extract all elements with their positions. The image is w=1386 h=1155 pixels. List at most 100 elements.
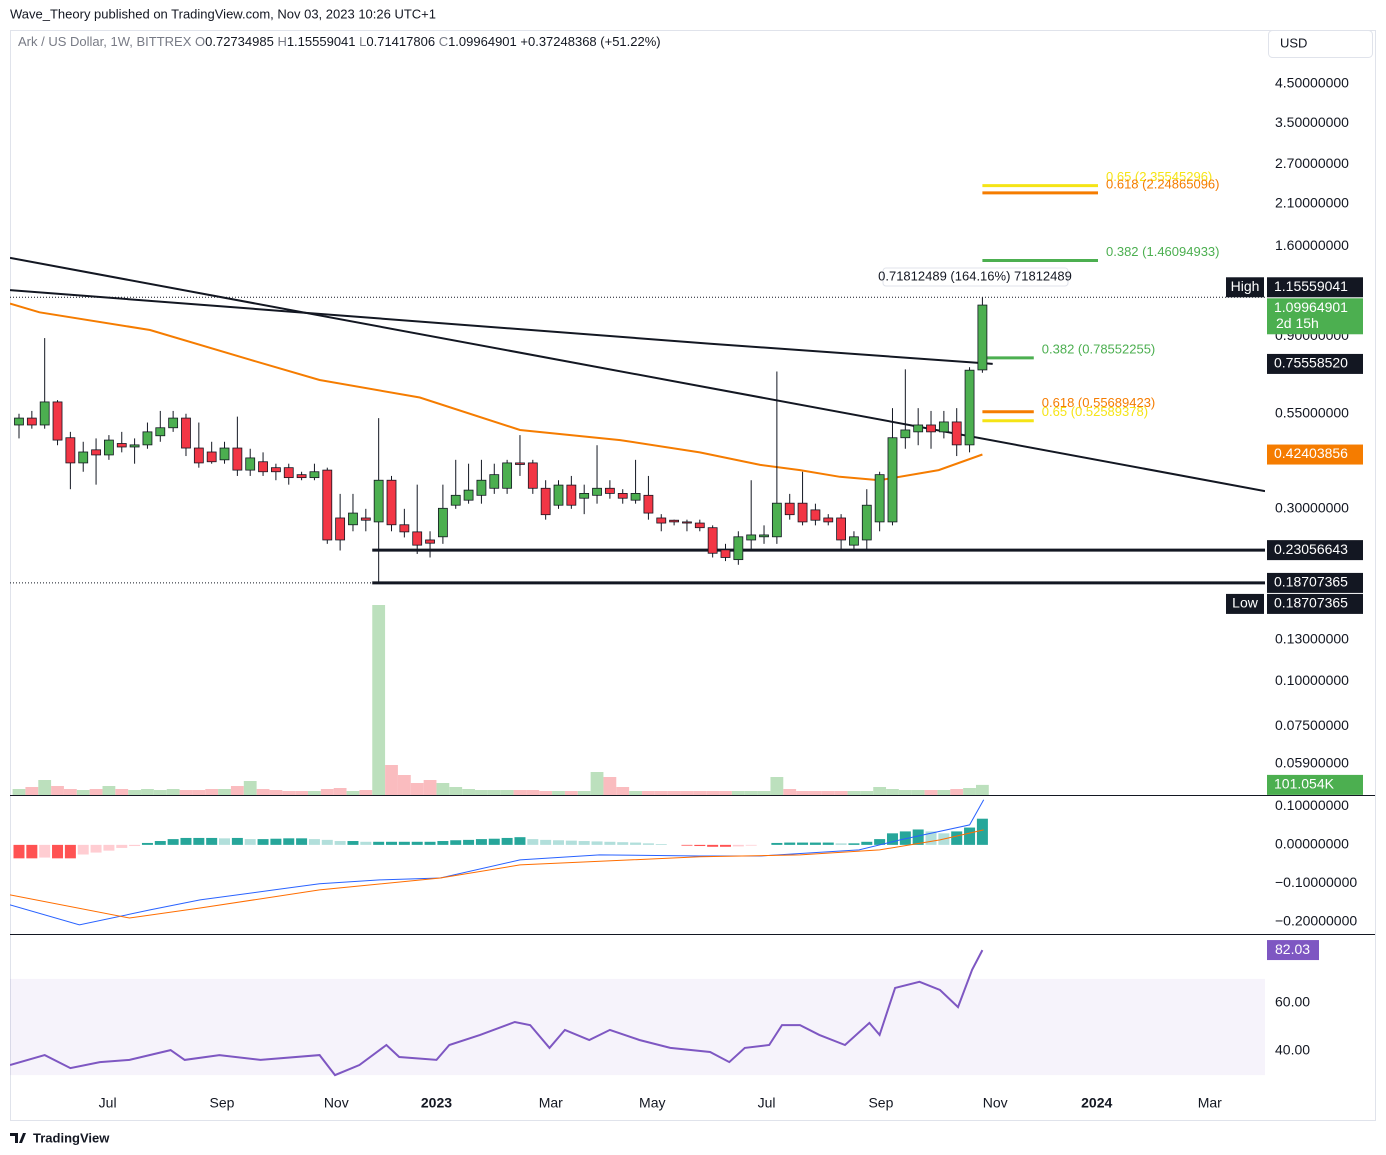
candle-body	[322, 469, 333, 541]
candle-body	[694, 522, 705, 529]
volume-bar	[89, 789, 103, 795]
tag: High	[1231, 278, 1260, 294]
ohlc-key: O	[195, 34, 205, 49]
candle-body	[412, 531, 423, 546]
histogram-bar	[296, 838, 308, 845]
candle-body	[977, 304, 988, 371]
y-tick-label: 0.10000000	[1275, 797, 1349, 813]
candle-body	[52, 401, 63, 441]
volume-bar	[51, 786, 64, 795]
volume-bar	[256, 789, 270, 795]
volume-bar	[577, 791, 591, 795]
histogram-bar	[450, 840, 462, 845]
x-tick-label: May	[639, 1095, 665, 1111]
volume-bar	[616, 787, 630, 795]
volume-bar	[25, 787, 39, 795]
volume-bar	[141, 789, 154, 795]
volume-bar	[397, 775, 411, 795]
y-tick-label: 0.30000000	[1275, 500, 1349, 516]
histogram-bar	[874, 839, 886, 845]
price-label-box	[1267, 277, 1363, 298]
histogram-bar	[64, 844, 76, 859]
volume-bar	[372, 605, 386, 795]
histogram-bar	[886, 833, 898, 845]
price-label: 1.09964901	[1274, 299, 1348, 315]
candle-body	[823, 517, 834, 523]
y-tick-label: 0.10000000	[1275, 672, 1349, 688]
y-tick-label: 3.50000000	[1275, 114, 1349, 130]
candle-body	[874, 474, 885, 523]
candle-body	[450, 494, 461, 506]
candle-body	[502, 462, 513, 489]
candle-body	[900, 429, 911, 439]
volume-bar	[513, 790, 527, 795]
histogram-bar	[578, 841, 590, 845]
histogram-bar	[797, 842, 809, 845]
histogram-bar	[951, 831, 963, 845]
measure-label: 0.71812489 (164.16%) 71812489	[878, 268, 1072, 283]
histogram-bar	[257, 839, 269, 845]
histogram-bar	[488, 838, 500, 845]
candle-body	[746, 534, 757, 541]
volume-bar	[320, 789, 334, 795]
volume-label: 101.054K	[1274, 776, 1335, 792]
candle-body	[425, 539, 435, 544]
volume-bar	[873, 787, 887, 795]
histogram-bar	[308, 839, 320, 845]
histogram-bar	[411, 841, 423, 845]
volume-bar	[898, 790, 912, 795]
candle-body	[14, 417, 24, 426]
histogram-bar	[604, 841, 616, 845]
countdown: 2d 15h	[1276, 315, 1319, 331]
histogram-bar	[180, 837, 192, 845]
histogram-bar	[167, 839, 179, 845]
candle-body	[592, 487, 602, 496]
candle-body	[733, 536, 744, 561]
histogram-bar	[732, 844, 744, 847]
publisher: Wave_Theory published on TradingView.com…	[10, 6, 436, 21]
histogram-bar	[398, 841, 410, 845]
candle-body	[604, 487, 615, 494]
y-tick-label: 0.05900000	[1275, 755, 1349, 771]
volume-bar	[937, 790, 951, 795]
histogram-bar	[591, 841, 603, 845]
candle-body	[219, 447, 230, 461]
candle-body	[913, 424, 924, 433]
candle-body	[617, 493, 628, 499]
volume-bar	[963, 788, 976, 795]
volume-bar	[860, 791, 874, 795]
histogram-bar	[501, 837, 513, 845]
histogram-bar	[141, 842, 153, 845]
candle-body	[142, 431, 153, 446]
fib-label: 0.618 (2.24865096)	[1106, 176, 1219, 191]
histogram-bar	[964, 827, 976, 845]
x-tick-label: Nov	[983, 1095, 1008, 1111]
ohlc-key: L	[359, 34, 366, 49]
volume-bar	[410, 783, 424, 795]
volume-bar	[564, 791, 578, 795]
histogram-bar	[707, 844, 719, 847]
volume-bar	[847, 791, 861, 795]
volume-bar	[359, 790, 373, 795]
volume-bar	[693, 791, 707, 795]
histogram-bar	[321, 839, 333, 845]
candle-body	[771, 502, 782, 538]
y-tick-label: 2.70000000	[1275, 155, 1349, 171]
volume-bar	[102, 786, 116, 795]
currency-button[interactable]	[1268, 30, 1373, 58]
histogram-bar	[386, 841, 398, 845]
x-tick-label: Jul	[758, 1095, 776, 1111]
candle-body	[348, 512, 358, 526]
candle-body	[515, 462, 525, 465]
candle-body	[91, 449, 101, 456]
candle-body	[759, 534, 769, 538]
candle-body	[309, 471, 320, 479]
histogram-bar	[630, 842, 642, 845]
volume-bar	[308, 791, 321, 795]
volume-bar	[243, 781, 257, 795]
currency[interactable]: USD	[1280, 35, 1307, 50]
candle-body	[553, 484, 564, 506]
candle-body	[489, 474, 500, 489]
candle-body	[797, 502, 808, 523]
volume-bar	[205, 789, 219, 795]
